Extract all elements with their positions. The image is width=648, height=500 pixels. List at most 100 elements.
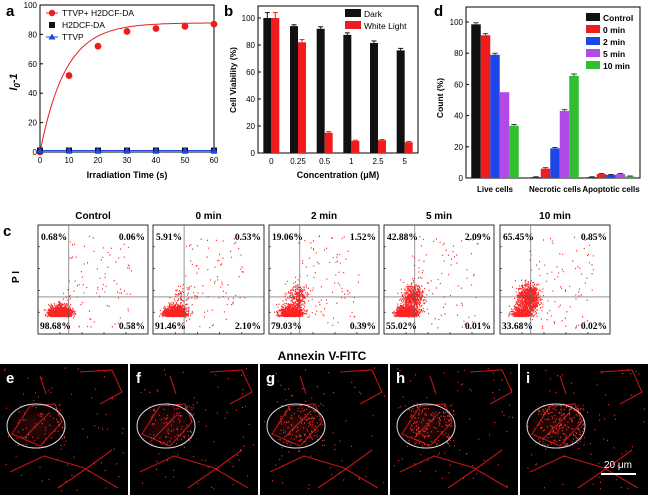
flow-plot-title: 0 min [195,211,221,222]
flow-plot-title: 10 min [539,211,571,222]
chart-d-legend: Control 0 min 2 min 5 min 10 min [586,13,633,71]
legend-label-b-0: Dark [364,9,383,19]
bar [290,26,298,154]
data-point [65,147,73,154]
cell-membrane [413,411,441,439]
x-tick-label: 5 [402,157,407,166]
data-point [94,42,102,50]
data-point [36,147,44,154]
micrograph: i [520,364,648,495]
bar [531,177,541,178]
bar [316,28,325,153]
micrograph: f [130,364,258,495]
data-point [210,147,218,154]
quadrant-ur: 2.09% [465,233,491,243]
legend-marker-triangle [48,33,56,40]
quadrant-lr: 0.01% [465,322,491,332]
quadrant-lr: 0.39% [350,322,376,332]
bar [271,18,280,153]
bar [596,174,607,178]
cell-membrane [187,449,243,489]
y-tick-label: 40 [246,95,255,104]
cell-membrane [401,403,453,447]
data-point [152,25,160,32]
panel-label-h: h [396,370,405,387]
chart-a-ylabel: I0-1 [8,73,22,90]
bar [480,35,491,179]
chart-c-ylabel: P I [11,271,22,283]
quadrant-ur: 1.52% [350,233,376,243]
quadrant-ll: 55.02% [386,322,417,332]
quadrant-ll: 79.03% [271,322,302,332]
bar [324,132,333,153]
panel-a: a 0 10 20 30 40 50 60 0 20 40 60 80 100 TTVP+ H2DCF-… [6,1,219,180]
legend-swatch [586,25,600,33]
cell-membrane [271,403,323,447]
y-tick-label: 80 [246,41,255,50]
y-tick-label: 60 [454,80,463,89]
x-tick-label: 0.25 [290,157,306,166]
cell-membrane [577,449,633,489]
quadrant-ul: 5.91% [156,233,182,243]
cell-membrane [399,455,509,489]
panel-label-g: g [266,370,275,387]
quadrant-ul: 19.06% [272,233,303,243]
bar [298,42,306,153]
quadrant-ul: 0.68% [41,233,67,243]
roi-circle [266,403,326,449]
panel-c: c Control 0.68% 0.06% 98.68% 0.58% 0 min 5.91%… [3,211,611,363]
quadrant-ul: 42.88% [387,233,418,243]
data-point [65,72,73,79]
flow-plot-title: 5 min [426,211,452,222]
y-tick-label: 80 [454,49,463,58]
y-tick-label: 20 [454,143,463,152]
x-tick-label: 60 [210,156,219,165]
bar [550,148,560,178]
x-tick-label: 0 [38,156,43,165]
data-point [123,28,131,35]
panel-b: b 0 20 40 60 80 100 0 0.25 0.5 1 2.5 5 Dark White L… [224,3,419,180]
panel-label-c: c [3,223,11,240]
data-point [123,147,131,154]
bar [625,176,635,178]
cell-membrane [429,375,437,395]
data-point [181,22,189,30]
data-point [152,147,160,154]
panel-d: d 0 20 40 60 80 100 Live cells Necrotic cells Ap… [434,3,641,194]
cell-membrane [79,369,123,405]
y-tick-label: 20 [28,119,37,128]
micrograph: e [0,364,128,495]
y-tick-label: 60 [246,68,255,77]
flow-plot-title: 2 min [311,211,337,222]
bar [351,140,360,153]
bar [587,177,597,178]
y-tick-label: 0 [459,174,464,183]
scale-bar: 20 μm [601,460,636,475]
bar [471,24,481,179]
bar [559,110,570,178]
cell-membrane [169,375,177,395]
y-tick-label: 60 [28,60,37,69]
cell-membrane [299,375,307,395]
chart-b-legend: Dark White Light [345,9,407,31]
fluorescence-specks [140,368,254,490]
roi-circle [6,403,66,449]
chart-a-legend: TTVP+ H2DCF-DA H2DCF-DA TTVP [46,8,134,42]
legend-swatch [586,61,600,69]
panel-label-f: f [136,370,142,387]
x-tick-label: 20 [94,156,103,165]
quadrant-ll: 91.46% [155,322,186,332]
legend-label-b-1: White Light [364,21,407,31]
y-tick-label: 100 [24,1,38,10]
bar [404,142,413,153]
roi-circle [396,403,456,449]
x-tick-label: Live cells [477,185,514,194]
x-tick-label: 40 [152,156,161,165]
cell-membrane [11,403,63,447]
cell-membrane [469,369,513,405]
legend-label: Control [603,13,633,23]
bar [509,125,519,178]
cell-membrane [9,455,119,489]
chart-d-ylabel: Count (%) [435,78,445,118]
chart-b-frame [257,5,419,154]
